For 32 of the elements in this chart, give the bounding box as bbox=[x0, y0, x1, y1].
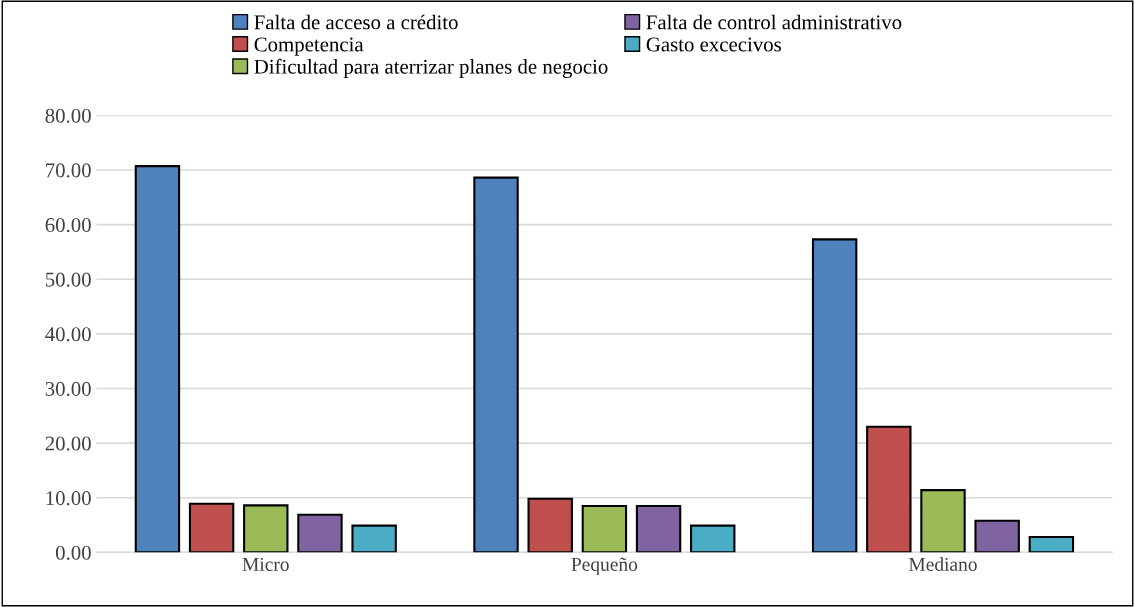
legend-label: Competencia bbox=[254, 37, 364, 56]
bar bbox=[243, 504, 289, 553]
bar bbox=[351, 524, 397, 553]
bar bbox=[527, 497, 573, 553]
y-tick-label: 60.00 bbox=[45, 217, 91, 233]
y-tick-label: 40.00 bbox=[45, 327, 91, 342]
y-tick-label: 20.00 bbox=[45, 436, 91, 451]
legend-label: Gasto excecivos bbox=[646, 37, 781, 52]
bar bbox=[134, 165, 181, 553]
legend-label: Falta de control administrativo bbox=[646, 14, 902, 30]
legend-label: Dificultad para aterrizar planes de negocio bbox=[254, 58, 608, 79]
y-tick-label: 0.00 bbox=[55, 545, 91, 560]
x-tick-label: Mediano bbox=[908, 557, 977, 571]
y-tick-label: 10.00 bbox=[46, 491, 91, 506]
y-tick-label: 30.00 bbox=[45, 381, 91, 396]
bar bbox=[297, 513, 343, 553]
bar bbox=[920, 489, 966, 553]
y-tick-label: 80.00 bbox=[45, 108, 91, 123]
y-tick-label: 70.00 bbox=[46, 163, 91, 178]
bar bbox=[866, 425, 912, 553]
bar bbox=[635, 504, 682, 553]
bar bbox=[1028, 536, 1075, 553]
y-tick-label: 50.00 bbox=[45, 272, 91, 287]
legend-label: Falta de acceso a crédito bbox=[254, 14, 458, 30]
bar bbox=[473, 176, 519, 553]
bar bbox=[690, 524, 736, 553]
bar bbox=[581, 504, 628, 553]
bar bbox=[974, 519, 1020, 553]
bar bbox=[811, 238, 858, 553]
bar bbox=[188, 502, 235, 553]
x-tick-label: Micro bbox=[242, 557, 289, 571]
x-tick-label: Pequeño bbox=[571, 557, 638, 575]
